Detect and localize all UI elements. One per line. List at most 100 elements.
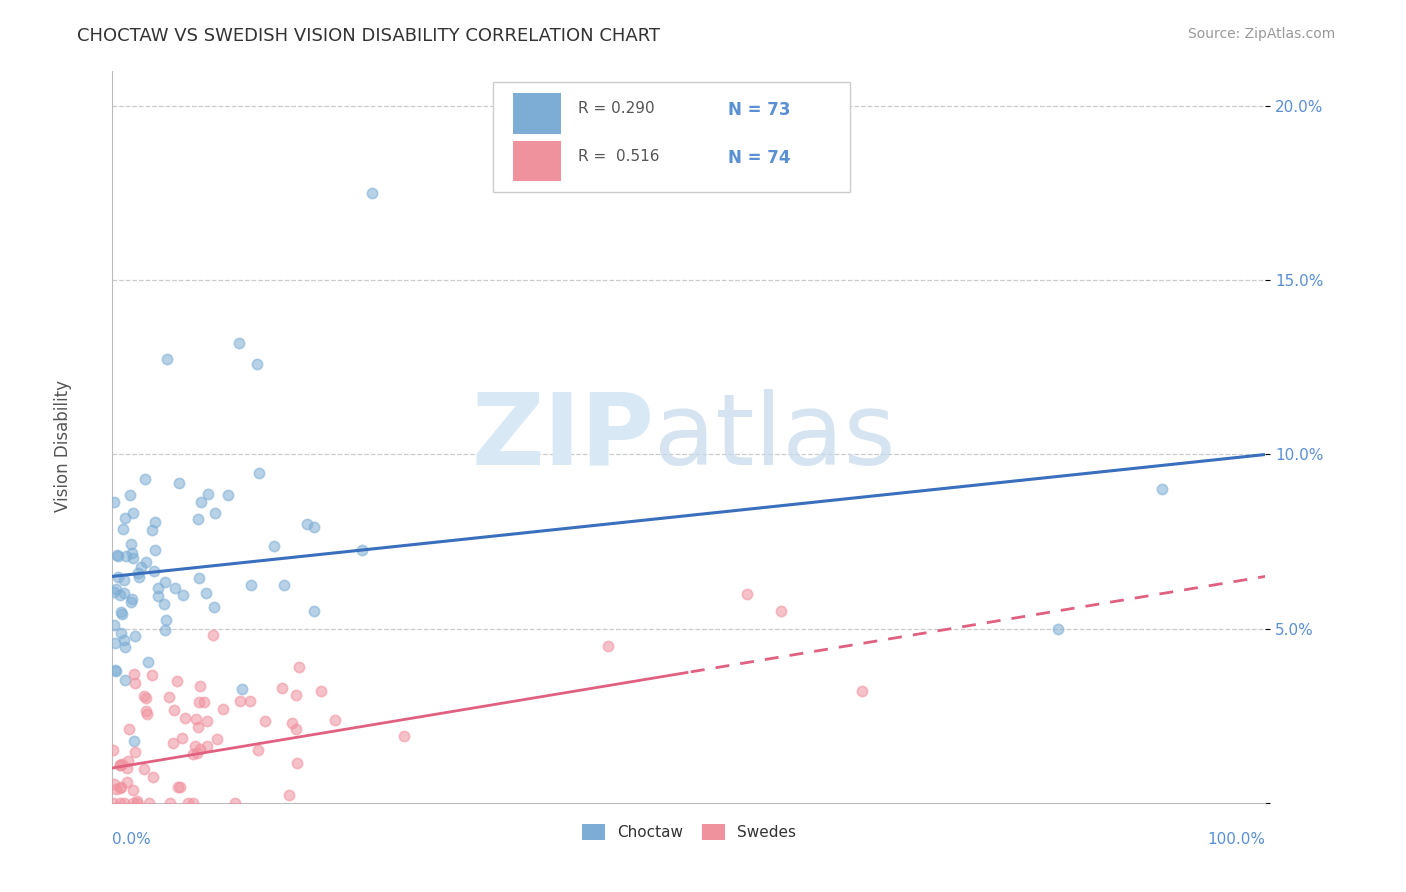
Point: [228, 336, 250, 351]
Point: [127, 795, 149, 809]
Point: [186, 746, 208, 760]
Point: [127, 566, 149, 581]
Point: [141, 668, 163, 682]
Point: [188, 696, 211, 710]
Point: [110, 605, 132, 619]
Point: [352, 543, 374, 558]
Text: Source: ZipAtlas.com: Source: ZipAtlas.com: [1188, 27, 1336, 41]
Point: [165, 581, 187, 595]
Point: [110, 780, 132, 794]
Point: [153, 598, 176, 612]
Point: [135, 690, 157, 705]
Point: [770, 604, 793, 618]
Point: [193, 695, 215, 709]
Point: [195, 714, 218, 729]
Point: [247, 743, 270, 757]
Point: [287, 660, 309, 674]
Point: [111, 756, 134, 771]
Point: [190, 742, 212, 756]
Point: [217, 488, 239, 502]
Point: [285, 756, 308, 771]
Point: [204, 506, 226, 520]
Point: [263, 539, 285, 553]
Point: [155, 613, 177, 627]
Point: [735, 587, 758, 601]
Point: [170, 731, 193, 745]
Point: [183, 747, 205, 761]
Point: [115, 760, 138, 774]
Point: [229, 693, 252, 707]
Point: [110, 758, 132, 772]
Point: [184, 713, 207, 727]
Point: [125, 796, 148, 810]
Point: [134, 690, 156, 704]
Point: [155, 574, 177, 589]
Text: ZIP: ZIP: [471, 389, 654, 485]
Point: [167, 476, 190, 491]
Point: [114, 640, 136, 654]
Point: [118, 488, 141, 502]
Point: [285, 688, 308, 702]
Point: [146, 581, 169, 595]
Point: [108, 588, 131, 602]
Point: [122, 782, 145, 797]
Point: [361, 186, 384, 201]
Point: [249, 466, 271, 480]
Point: [112, 573, 135, 587]
Point: [239, 694, 262, 708]
Point: [111, 607, 134, 622]
Point: [285, 722, 308, 736]
Bar: [513, 94, 561, 134]
Point: [157, 690, 180, 704]
Point: [323, 713, 346, 727]
Point: [598, 639, 620, 653]
Point: [103, 743, 125, 757]
Point: [295, 517, 318, 532]
Text: 0.0%: 0.0%: [112, 832, 152, 847]
Point: [309, 683, 332, 698]
Point: [108, 757, 131, 772]
Point: [201, 628, 224, 642]
Point: [197, 486, 219, 500]
Point: [112, 522, 135, 536]
Point: [121, 592, 143, 607]
Point: [136, 655, 159, 669]
Point: [188, 679, 211, 693]
Point: [143, 564, 166, 578]
Point: [1150, 483, 1173, 497]
Point: [194, 586, 217, 600]
Point: [143, 543, 166, 558]
Point: [173, 711, 195, 725]
Point: [166, 674, 188, 689]
Point: [1046, 622, 1069, 636]
Point: [104, 782, 127, 797]
Point: [112, 796, 135, 810]
Point: [103, 585, 125, 599]
Point: [118, 722, 141, 736]
Point: [277, 788, 299, 802]
Point: [281, 715, 304, 730]
Text: 100.0%: 100.0%: [1208, 832, 1265, 847]
Point: [187, 512, 209, 526]
Point: [114, 673, 136, 687]
Point: [135, 704, 157, 718]
Point: [392, 729, 415, 743]
Point: [128, 570, 150, 584]
Point: [138, 796, 160, 810]
Point: [231, 682, 253, 697]
Point: [172, 588, 194, 602]
Point: [156, 352, 179, 367]
Point: [105, 548, 128, 562]
Point: [159, 796, 181, 810]
Point: [122, 796, 145, 810]
Point: [202, 599, 225, 614]
Point: [122, 551, 145, 566]
Point: [134, 472, 156, 486]
Point: [136, 706, 159, 721]
Point: [121, 546, 143, 560]
Point: [115, 775, 138, 789]
Point: [112, 633, 135, 648]
Point: [124, 629, 146, 643]
Point: [107, 570, 129, 584]
Text: Vision Disability: Vision Disability: [55, 380, 72, 512]
